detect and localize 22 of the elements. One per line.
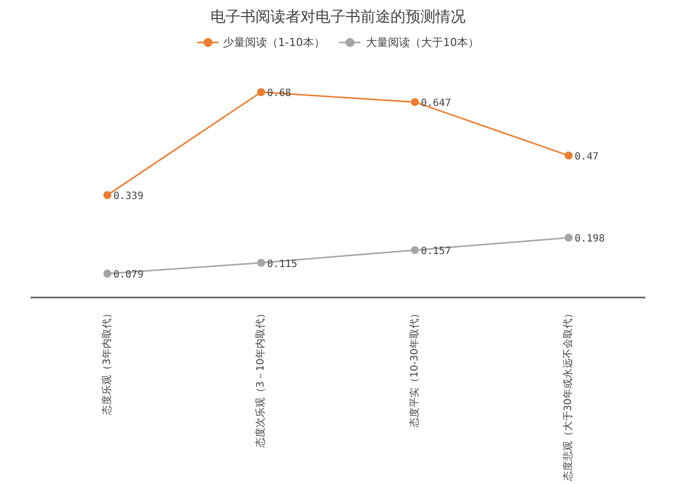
point (257, 258, 266, 267)
data-label: 0.115 (267, 258, 298, 270)
data-label: 0.157 (420, 246, 451, 258)
x-tick-label: 态度平实（10-30年取代） (408, 308, 420, 429)
data-label: 0.647 (420, 98, 451, 110)
chart-title: 电子书阅读者对电子书前途的预测情况 (210, 8, 466, 26)
point (564, 152, 573, 160)
data-label: 0.198 (574, 234, 605, 245)
x-tick-label: 态度悲观（大于30年或永远不会取代） (562, 308, 574, 482)
point (103, 270, 112, 278)
legend-label: 少量阅读（1-10本） (223, 34, 325, 50)
x-tick-label: 态度次乐观（3－10年内取代） (254, 308, 267, 449)
point (103, 191, 112, 200)
data-label: 0.339 (113, 191, 144, 202)
point (410, 246, 419, 254)
point (257, 88, 266, 96)
x-tick-label: 态度乐观（3年内取代） (100, 308, 113, 416)
data-label: 0.47 (574, 152, 599, 163)
data-label: 0.079 (113, 270, 144, 281)
point (564, 234, 573, 242)
legend-label: 大量阅读（大于10本） (366, 34, 479, 50)
point (410, 98, 419, 106)
